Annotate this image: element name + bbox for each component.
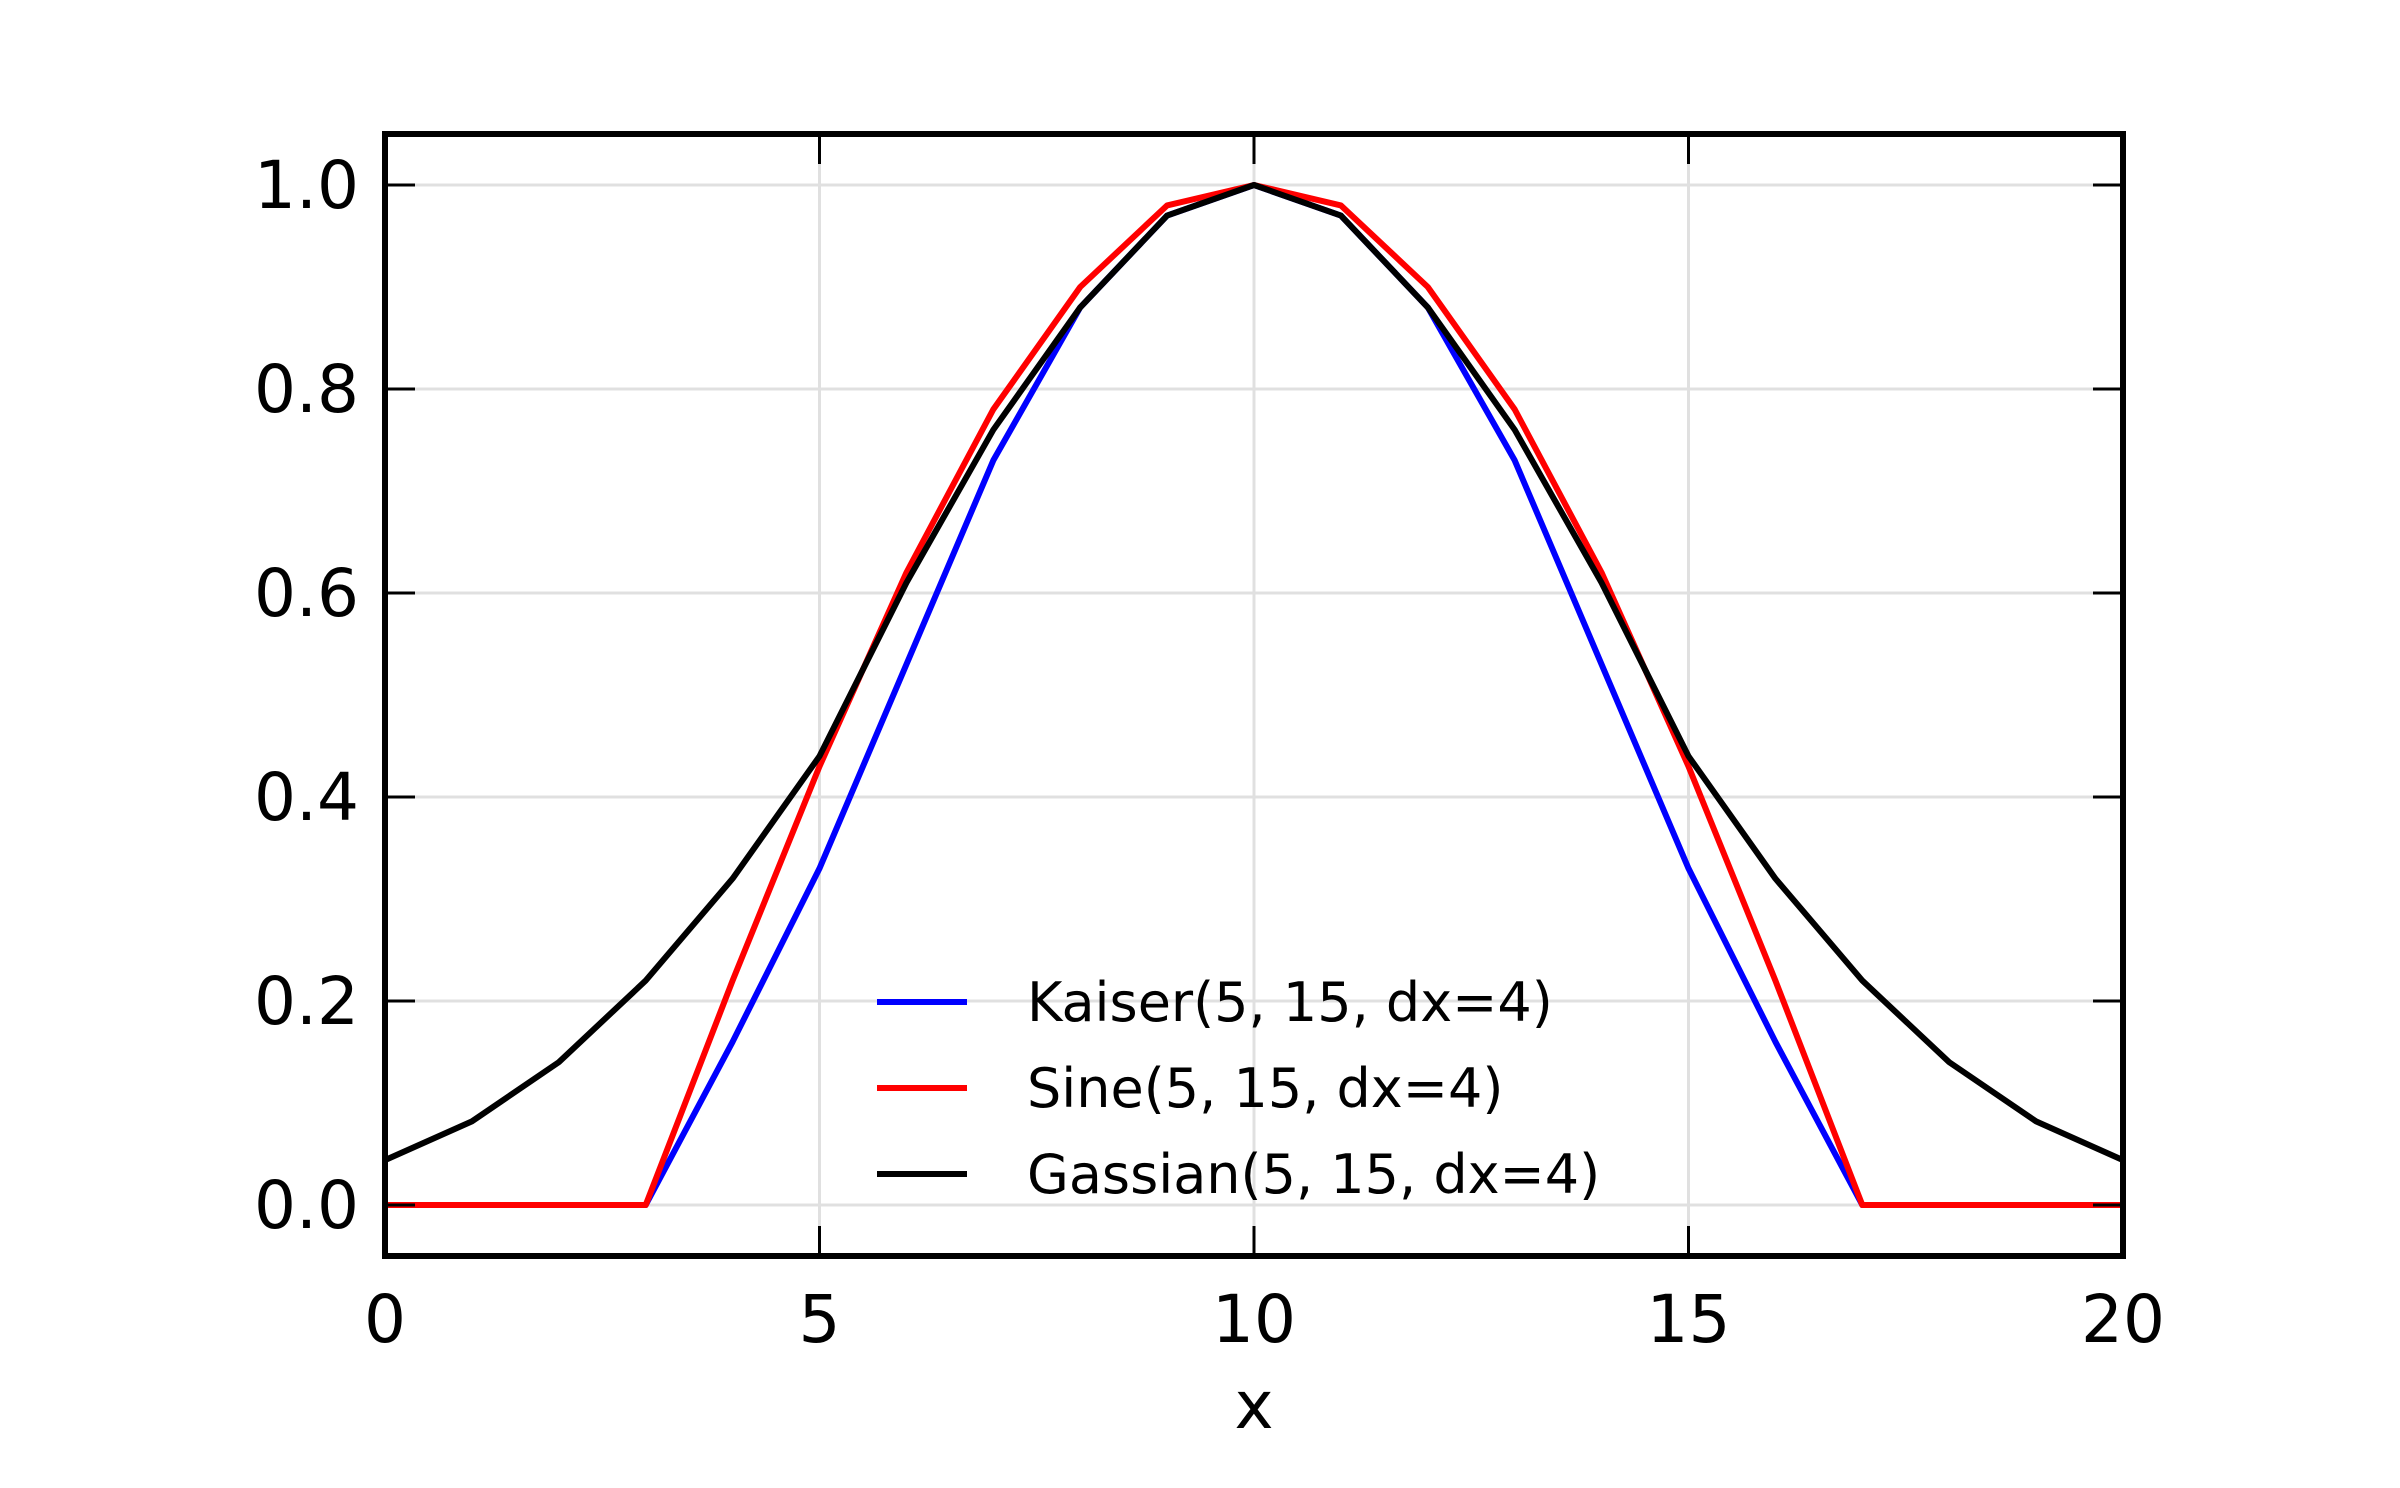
y-tick-label: 0.2 (254, 963, 359, 1040)
y-tick-label: 0.0 (254, 1167, 359, 1244)
legend-entry-label: Sine(5, 15, dx=4) (1027, 1057, 1503, 1120)
y-tick-label: 0.4 (254, 759, 359, 836)
x-axis-label: x (1234, 1367, 1273, 1444)
tick-labels: 0 5 10 15 20 0.0 0.2 0.4 0.6 0.8 1.0 (254, 147, 2165, 1358)
x-tick-label: 0 (364, 1281, 406, 1358)
y-tick-label: 1.0 (254, 147, 359, 224)
x-tick-label: 20 (2081, 1281, 2165, 1358)
ticks (383, 134, 2125, 1256)
legend-entry-label: Kaiser(5, 15, dx=4) (1027, 971, 1553, 1034)
y-tick-label: 0.8 (254, 351, 359, 428)
legend: Kaiser(5, 15, dx=4) Sine(5, 15, dx=4) Gass… (877, 971, 1600, 1206)
x-tick-label: 10 (1212, 1281, 1296, 1358)
series-lines (382, 182, 2126, 1208)
x-tick-label: 5 (799, 1281, 841, 1358)
y-tick-label: 0.6 (254, 555, 359, 632)
x-tick-label: 15 (1647, 1281, 1731, 1358)
legend-entry-label: Gassian(5, 15, dx=4) (1027, 1143, 1600, 1206)
series-line-3 (382, 182, 2126, 1164)
